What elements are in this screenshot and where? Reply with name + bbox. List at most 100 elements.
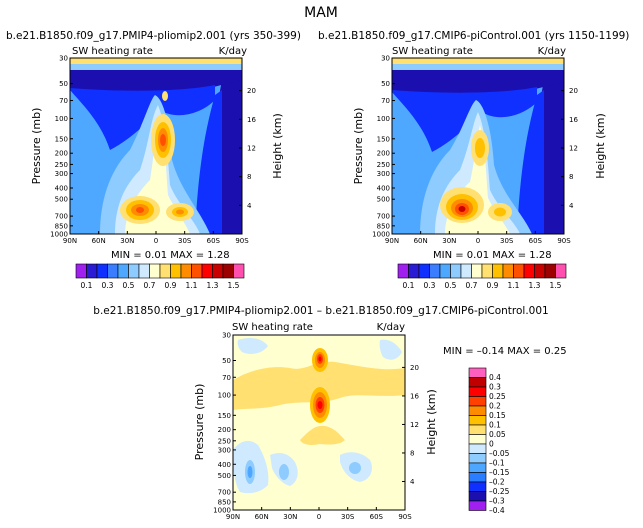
colorbar-swatch [468,472,487,483]
y2-tick-label: 12 [569,144,578,152]
min-max-text: MIN = –0.14 MAX = 0.25 [443,346,567,357]
field-max [162,91,168,101]
panel-right-label: K/day [538,46,566,57]
field-band [300,425,345,445]
y2-tick-label: 20 [410,364,419,372]
colorbar-swatch [233,263,245,279]
colorbar-swatch [481,263,493,279]
colorbar-swatch [191,263,203,279]
colorbar-swatch [212,263,224,279]
axes: 90N 60N 30N 0 30S 60S 90S100085070050040030025… [50,55,256,246]
y2-tick-label: 16 [569,116,578,124]
y2-tick-label: 16 [247,116,256,124]
colorbar-swatch [468,367,487,378]
panel-left-label: SW heating rate [392,46,473,57]
x-tick-label: 30N [442,237,456,245]
y-tick-label: 70 [222,374,231,382]
x-tick-label: 90N [226,513,240,521]
colorbar-label: –0.3 [489,497,505,506]
x-tick-label: 0 [476,237,480,245]
colorbar-swatch [408,263,420,279]
y-tick-label: 30 [59,55,68,63]
y2-tick-label: 12 [410,421,419,429]
y2-tick-label: 4 [569,202,574,210]
field-min [247,466,253,478]
colorbar-swatch [468,415,487,426]
y-tick-label: 850 [218,498,231,506]
y-tick-label: 100 [218,392,231,400]
colorbar-swatch [222,263,234,279]
y2-axis-label: Height (km) [594,113,607,179]
colorbar-label: 1.1 [186,281,198,290]
colorbar-label: 0.15 [489,411,506,420]
colorbar-swatch [86,263,98,279]
axes: 90N 60N 30N 0 30S 60S 90S100085070050040030025… [213,332,419,522]
x-tick-label: 90N [385,237,399,245]
field-max [136,207,144,213]
colorbar-label: –0.2 [489,478,505,487]
field-band [392,64,564,70]
colorbar-swatch [468,434,487,445]
colorbar-label: 0.1 [489,421,501,430]
field-max [318,356,322,362]
colorbar-swatch [534,263,546,279]
y-tick-label: 200 [377,150,390,158]
colorbar-label: 0.9 [165,281,177,290]
y-tick-label: 200 [218,426,231,434]
colorbar-swatch [180,263,192,279]
colorbar-swatch [96,263,108,279]
colorbar-label: 1.3 [529,281,541,290]
colorbar-swatch [468,500,487,511]
x-tick-label: 90N [63,237,77,245]
y2-tick-label: 8 [569,173,573,181]
colorbar-label: 0.3 [489,383,501,392]
y-tick-label: 70 [59,97,68,105]
panel-title: b.e21.B1850.f09_g17.PMIP4-pliomip2.001 –… [93,305,548,317]
colorbar-swatch [468,377,487,388]
x-tick-label: 60N [92,237,106,245]
y-tick-label: 30 [381,55,390,63]
colorbar-label: 0.7 [144,281,156,290]
colorbar-label: 0.3 [424,281,436,290]
colorbar-swatch [502,263,514,279]
colorbar-label: 0.5 [445,281,457,290]
y-tick-label: 1000 [50,231,68,239]
x-tick-label: 60N [414,237,428,245]
colorbar-swatch [159,263,171,279]
field-band [517,90,544,234]
y-tick-label: 300 [55,170,68,178]
y-tick-label: 700 [218,489,231,497]
colorbar-swatch [468,453,487,464]
colorbar-swatch [492,263,504,279]
y-tick-label: 1000 [372,231,390,239]
y2-tick-label: 16 [410,392,419,400]
y-tick-label: 70 [381,97,390,105]
colorbar-swatch [429,263,441,279]
field-min [279,464,289,480]
y-tick-label: 850 [55,222,68,230]
colorbar-label: –0.15 [489,468,510,477]
colorbar-label: 0 [489,440,494,449]
x-tick-label: 60S [207,237,221,245]
colorbar-label: 0.7 [466,281,478,290]
y-tick-label: 850 [377,222,390,230]
colorbar-label: –0.1 [489,459,505,468]
y-tick-label: 100 [377,115,390,123]
y-tick-label: 150 [377,135,390,143]
y-tick-label: 250 [218,437,231,445]
x-tick-label: 30N [283,513,297,521]
colorbar-label: 0.1 [81,281,93,290]
field-band [233,361,405,410]
min-max-text: MIN = 0.01 MAX = 1.28 [111,250,230,261]
colorbar-swatch [128,263,140,279]
x-tick-label: 90S [235,237,249,245]
colorbar-label: 0.3 [102,281,114,290]
y-tick-label: 30 [222,332,231,340]
y-axis-label: Pressure (mb) [193,384,206,461]
y-tick-label: 250 [377,161,390,169]
y2-tick-label: 4 [247,202,252,210]
figure-title: MAM [304,5,338,21]
y-tick-label: 300 [218,446,231,454]
y-tick-label: 100 [55,115,68,123]
